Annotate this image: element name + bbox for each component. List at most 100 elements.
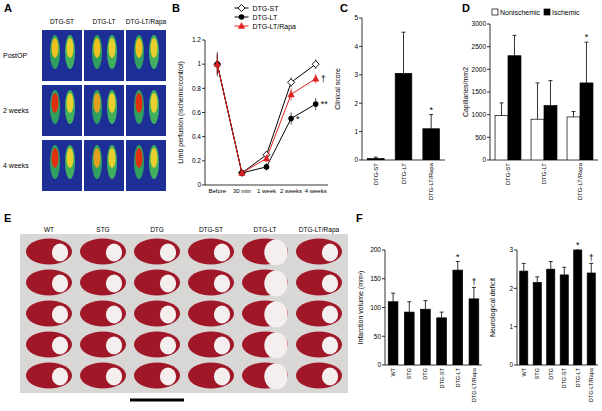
- column-label: DTG-LT/Rapa: [299, 226, 340, 234]
- marker: [239, 169, 245, 175]
- limb-ischemic-core: [94, 38, 101, 58]
- limb-control-core: [151, 38, 158, 58]
- laser-doppler-image: [84, 85, 124, 136]
- y-tick: [487, 114, 490, 115]
- limb-ischemic: [92, 145, 102, 179]
- infarct-area: [52, 244, 68, 262]
- limb-ischemic: [134, 35, 144, 69]
- bar: [533, 283, 541, 365]
- x-tick-label: DTG-LT: [541, 163, 547, 185]
- brain-slice: [188, 270, 234, 296]
- infarct-area: [214, 306, 230, 324]
- limb-ischemic: [50, 145, 60, 179]
- y-tick: [382, 250, 385, 251]
- infarct-area: [106, 368, 122, 386]
- limb-control-core: [67, 93, 74, 113]
- infarct-area: [214, 275, 230, 293]
- legend-label: Nonischemic: [500, 9, 541, 16]
- y-tick-label: 3: [509, 246, 513, 253]
- infarct-area: [322, 368, 338, 386]
- error-cap: [549, 261, 553, 262]
- y-tick-label: 0.4: [192, 133, 201, 140]
- chart: C012345Clinical scoreDTG-STDTG-LTDTG-LT/…: [334, 2, 445, 200]
- annotation: *: [576, 240, 580, 250]
- laser-doppler-image: [84, 140, 124, 191]
- infarct-area: [322, 244, 338, 262]
- y-tick-label: 2000: [472, 66, 487, 73]
- y-tick-label: 100: [370, 304, 381, 311]
- y-tick-label: 1: [197, 60, 201, 67]
- brain-slice: [134, 270, 180, 296]
- panel-letter: B: [172, 2, 180, 14]
- brain-slice: [134, 363, 180, 389]
- limb-control: [65, 90, 75, 124]
- infarct-area: [106, 306, 122, 324]
- chart: D050010001500200025003000Capillaries/mm2…: [462, 2, 598, 200]
- error-cap: [402, 32, 406, 33]
- limb-ischemic: [92, 35, 102, 69]
- x-tick-label: 30 min: [233, 188, 251, 194]
- error-cap: [548, 80, 552, 81]
- y-tick: [382, 278, 385, 279]
- brain-slice: [134, 301, 180, 327]
- y-tick: [202, 136, 205, 137]
- y-tick-label: 0.8: [192, 85, 201, 92]
- x-tick-label: DTG-ST: [439, 367, 445, 388]
- x-tick-label: DTG-ST: [505, 163, 511, 186]
- brain-slice: [188, 363, 234, 389]
- laser-doppler-image: [42, 140, 82, 191]
- marker: [238, 23, 244, 29]
- limb-ischemic-core: [52, 93, 59, 113]
- y-tick-label: 0: [509, 361, 513, 368]
- y-tick: [382, 336, 385, 337]
- y-tick: [359, 46, 362, 47]
- brain-slice: [296, 301, 342, 327]
- y-tick: [202, 160, 205, 161]
- limb-control-core: [109, 148, 116, 168]
- image-background: [20, 234, 348, 393]
- y-tick: [382, 307, 385, 308]
- bar: [368, 159, 385, 160]
- brain-slice: [134, 239, 180, 265]
- marker: [239, 170, 245, 176]
- infarct-area: [160, 244, 176, 262]
- limb-control: [107, 35, 117, 69]
- limb-ischemic: [134, 145, 144, 179]
- y-tick-label: 5: [354, 14, 358, 21]
- limb-control-core: [151, 148, 158, 168]
- bar: [544, 106, 557, 160]
- marker: [288, 116, 294, 122]
- y-tick: [202, 40, 205, 41]
- error-cap: [512, 35, 516, 36]
- x-axis: [205, 185, 328, 186]
- brain-slice: [80, 332, 126, 358]
- y-tick: [382, 365, 385, 366]
- laser-doppler-image: [84, 30, 124, 81]
- laser-doppler-image: [42, 30, 82, 81]
- infarct-area: [52, 337, 68, 355]
- brain-slice: [80, 363, 126, 389]
- legend-swatch: [492, 9, 498, 15]
- marker: [214, 61, 220, 67]
- x-tick-label: DTG-LT: [401, 163, 407, 185]
- error-bar: [537, 83, 538, 119]
- infarct-area: [106, 337, 122, 355]
- chart: B00.20.40.60.811.2Limb perfusion (ischem…: [172, 2, 328, 194]
- limb-ischemic-core: [52, 148, 59, 168]
- y-tick: [359, 18, 362, 19]
- bar: [580, 83, 593, 160]
- bar: [520, 271, 528, 365]
- row-label: 4 weeks: [3, 162, 29, 169]
- error-cap: [423, 300, 427, 301]
- limb-ischemic-core: [94, 93, 101, 113]
- limb-control: [65, 35, 75, 69]
- x-tick-label: DTG-LT/Rapa: [588, 367, 594, 402]
- laser-doppler-image: [126, 30, 166, 81]
- limb-control-core: [109, 93, 116, 113]
- background: [0, 0, 602, 411]
- panel-e: EWTSTGDTGDTG-STDTG-LTDTG-LT/Rapa: [4, 212, 348, 400]
- legend-label: DTG-LT: [253, 14, 278, 21]
- bar: [560, 275, 568, 365]
- y-tick: [359, 74, 362, 75]
- x-tick-label: DTG-LT: [575, 367, 581, 387]
